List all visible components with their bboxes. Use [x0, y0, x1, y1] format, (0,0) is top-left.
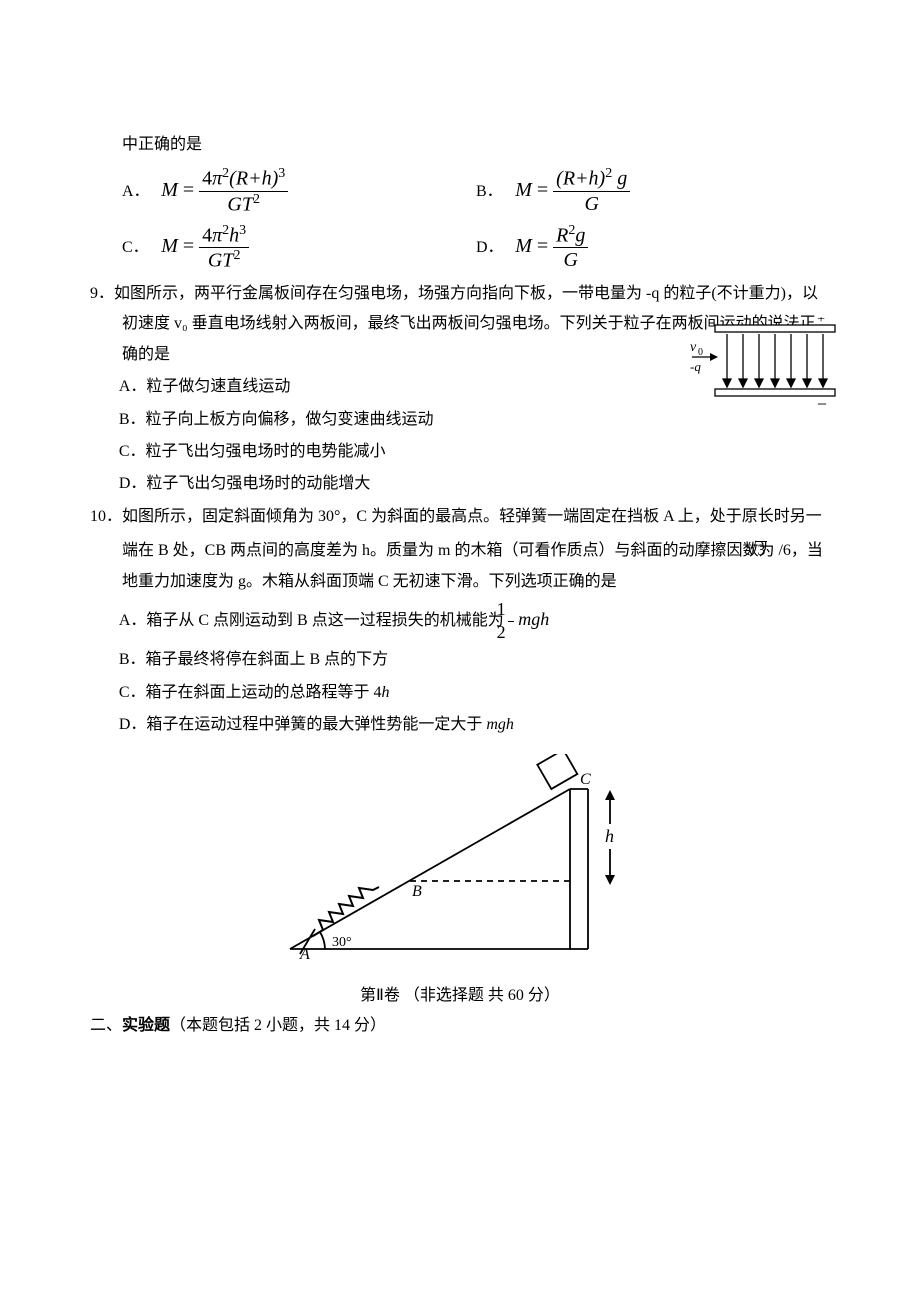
q10-stem: 10．如图所示，固定斜面倾角为 30°，C 为斜面的最高点。轻弹簧一端固定在挡板… — [90, 502, 830, 597]
svg-text:+: + — [817, 317, 825, 327]
q9: 9．如图所示，两平行金属板间存在匀强电场，场强方向指向下板，一带电量为 -q 的… — [90, 279, 830, 500]
q8-option-a: A． M = 4π2(R+h)3GT2 — [122, 166, 476, 216]
svg-text:30°: 30° — [332, 935, 352, 950]
q8-option-c: C． M = 4π2h3GT2 — [122, 223, 476, 273]
svg-text:0: 0 — [698, 347, 703, 358]
q8-option-b: B． M = (R+h)2 gG — [476, 166, 830, 216]
section-2-line: 二、实验题（本题包括 2 小题，共 14 分） — [90, 1011, 830, 1041]
svg-text:B: B — [412, 883, 422, 900]
q9-figure: + − v 0 -q — [690, 317, 840, 423]
q9-choice-d: D．粒子飞出匀强电场时的动能增大 — [90, 469, 830, 499]
experiment-title: 实验题 — [122, 1017, 170, 1034]
svg-text:C: C — [580, 771, 591, 788]
q10-choice-b: B．箱子最终将停在斜面上 B 点的下方 — [90, 645, 830, 675]
q10-choice-c: C．箱子在斜面上运动的总路程等于 4h — [90, 678, 830, 708]
svg-text:v: v — [690, 340, 697, 355]
q9-choice-c: C．粒子飞出匀强电场时的电势能减小 — [90, 437, 830, 467]
q8-options-row-2: C． M = 4π2h3GT2 D． M = R2gG — [90, 223, 830, 273]
q8-option-d: D． M = R2gG — [476, 223, 830, 273]
svg-text:-q: -q — [690, 359, 701, 374]
svg-text:−: − — [817, 394, 827, 412]
section-2-header: 第Ⅱ卷 （非选择题 共 60 分） — [90, 981, 830, 1011]
q8-tail: 中正确的是 — [90, 130, 830, 160]
q8-options-row-1: A． M = 4π2(R+h)3GT2 B． M = (R+h)2 gG — [90, 166, 830, 216]
q10-choice-d: D．箱子在运动过程中弹簧的最大弹性势能一定大于 mgh — [90, 710, 830, 740]
q10-figure: A 30° B C h — [90, 754, 830, 970]
svg-text:h: h — [605, 826, 614, 846]
q10: 10．如图所示，固定斜面倾角为 30°，C 为斜面的最高点。轻弹簧一端固定在挡板… — [90, 502, 830, 971]
svg-text:A: A — [299, 946, 310, 959]
q10-choice-a: A．箱子从 C 点刚运动到 B 点这一过程损失的机械能为 12 mgh — [90, 599, 830, 643]
